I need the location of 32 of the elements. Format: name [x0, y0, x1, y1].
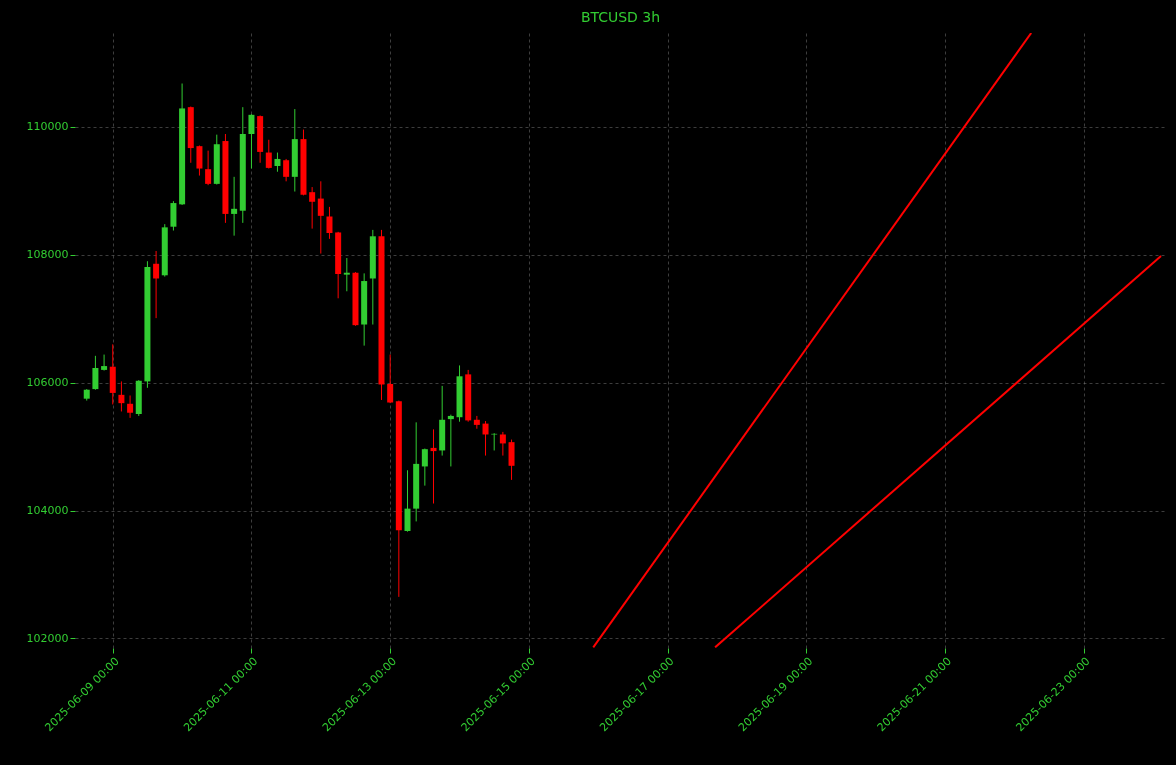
candlestick — [153, 250, 160, 319]
candlestick — [274, 152, 281, 173]
candlestick — [248, 113, 255, 170]
candlestick — [265, 139, 272, 170]
y-tick-label: 102000 — [26, 631, 69, 645]
candlestick — [92, 355, 99, 391]
chart-title: BTCUSD 3h — [580, 9, 661, 25]
candlestick — [283, 158, 290, 182]
y-tick-label: 108000 — [26, 248, 69, 262]
candlestick — [473, 415, 480, 430]
candlestick — [387, 354, 394, 404]
candlestick — [421, 448, 428, 487]
candlestick — [508, 439, 515, 481]
candlestick — [127, 394, 134, 419]
candlestick — [499, 431, 506, 457]
candlestick — [326, 206, 333, 240]
y-tick-label: 106000 — [26, 376, 69, 390]
candlestick — [196, 145, 203, 177]
candlestick — [404, 469, 411, 533]
candlestick — [101, 354, 108, 372]
candlestick — [309, 186, 316, 230]
candlestick — [205, 150, 212, 186]
candlestick — [343, 257, 350, 292]
candlestick — [447, 414, 454, 467]
candlestick — [118, 380, 125, 412]
y-tick-label: 110000 — [26, 120, 69, 134]
candlestick — [430, 428, 437, 505]
candlestick — [231, 176, 238, 237]
y-tick-label: 104000 — [26, 504, 69, 518]
candlestick — [317, 180, 324, 255]
candlestick — [170, 200, 177, 232]
candlestick — [482, 420, 489, 457]
